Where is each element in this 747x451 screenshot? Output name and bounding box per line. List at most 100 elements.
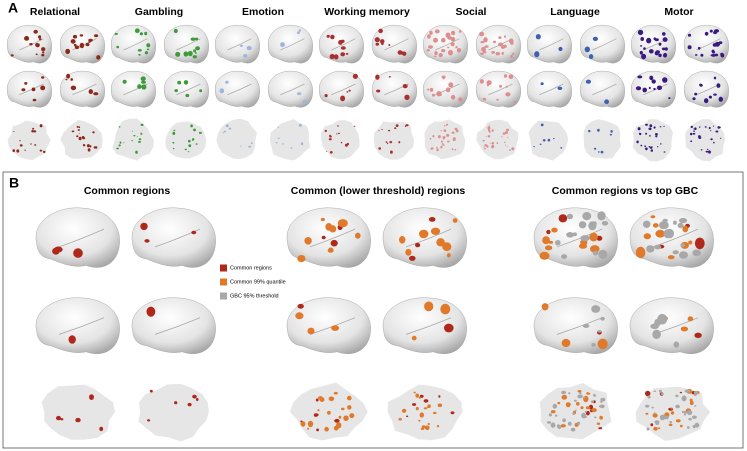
activation [657, 313, 668, 325]
activation [340, 141, 343, 144]
activation [406, 415, 409, 418]
sulcus [58, 317, 105, 335]
activation [661, 47, 666, 51]
activation [593, 147, 597, 150]
activation [427, 404, 431, 409]
activation [694, 405, 697, 407]
activation [85, 42, 90, 47]
activation [635, 246, 646, 259]
activation [381, 42, 384, 46]
activation [300, 142, 304, 146]
activation [10, 54, 14, 57]
sulcus [72, 38, 97, 51]
sulcus [331, 38, 356, 51]
activation [374, 37, 380, 43]
activation [597, 211, 606, 221]
sulcus [176, 83, 201, 96]
activation [70, 78, 73, 81]
brain-surface [423, 70, 468, 108]
activation [652, 223, 659, 228]
activation [642, 87, 647, 93]
activation [409, 255, 416, 261]
activation [483, 37, 488, 43]
activation [39, 38, 42, 41]
activation [659, 221, 669, 230]
activation [413, 391, 416, 394]
activation [331, 325, 340, 331]
activation [190, 124, 193, 128]
activation [591, 343, 596, 347]
activation [486, 145, 489, 148]
activation [432, 93, 435, 97]
activation [664, 47, 668, 51]
activation [501, 45, 505, 49]
activation [487, 129, 490, 132]
activation [689, 400, 694, 406]
activation [429, 137, 432, 140]
activation [687, 410, 693, 416]
activation [544, 245, 553, 251]
activation [137, 84, 142, 89]
activation [561, 254, 568, 259]
activation [651, 146, 653, 148]
activation [340, 95, 346, 102]
activation [651, 406, 654, 409]
activation [320, 217, 325, 222]
activation [73, 248, 83, 258]
sulcus [556, 228, 603, 248]
activation [653, 37, 657, 41]
activation [144, 239, 150, 243]
activation [192, 55, 197, 59]
activation [86, 144, 90, 148]
activation [574, 409, 577, 411]
brain-surface [35, 207, 120, 268]
activation [329, 53, 335, 60]
activation [192, 138, 195, 141]
activation [437, 403, 443, 408]
activation [540, 123, 544, 127]
activation [188, 139, 191, 143]
activation [30, 143, 32, 145]
activation [415, 393, 420, 398]
activation [578, 243, 588, 249]
activation [561, 390, 567, 395]
activation [239, 44, 244, 47]
activation [496, 98, 499, 101]
activation [194, 52, 197, 54]
activation [567, 421, 572, 426]
activation [402, 51, 407, 56]
activation [172, 147, 175, 150]
activation [593, 393, 596, 397]
activation [441, 37, 446, 43]
activation [317, 396, 323, 400]
activation [116, 45, 120, 49]
activation [424, 425, 430, 431]
activation [415, 406, 419, 411]
activation [693, 390, 699, 395]
activation [146, 43, 151, 48]
activation [479, 79, 484, 84]
activation [588, 129, 591, 133]
activation [443, 129, 447, 132]
task-title: Relational [30, 6, 80, 18]
activation [411, 335, 417, 341]
activation [434, 51, 438, 56]
flatmap [476, 119, 519, 160]
activation [668, 97, 671, 100]
activation [138, 140, 141, 143]
activation [24, 149, 26, 151]
activation [452, 139, 456, 141]
activation [376, 89, 381, 93]
activation [679, 424, 683, 428]
activation [658, 427, 661, 430]
activation [579, 392, 582, 395]
activation [327, 410, 331, 415]
activation [378, 28, 383, 34]
activation [553, 138, 555, 140]
activation [338, 40, 343, 45]
sulcus [556, 317, 603, 335]
activation [88, 38, 93, 42]
activation [654, 244, 662, 250]
activation [592, 36, 599, 42]
activation [340, 46, 346, 50]
